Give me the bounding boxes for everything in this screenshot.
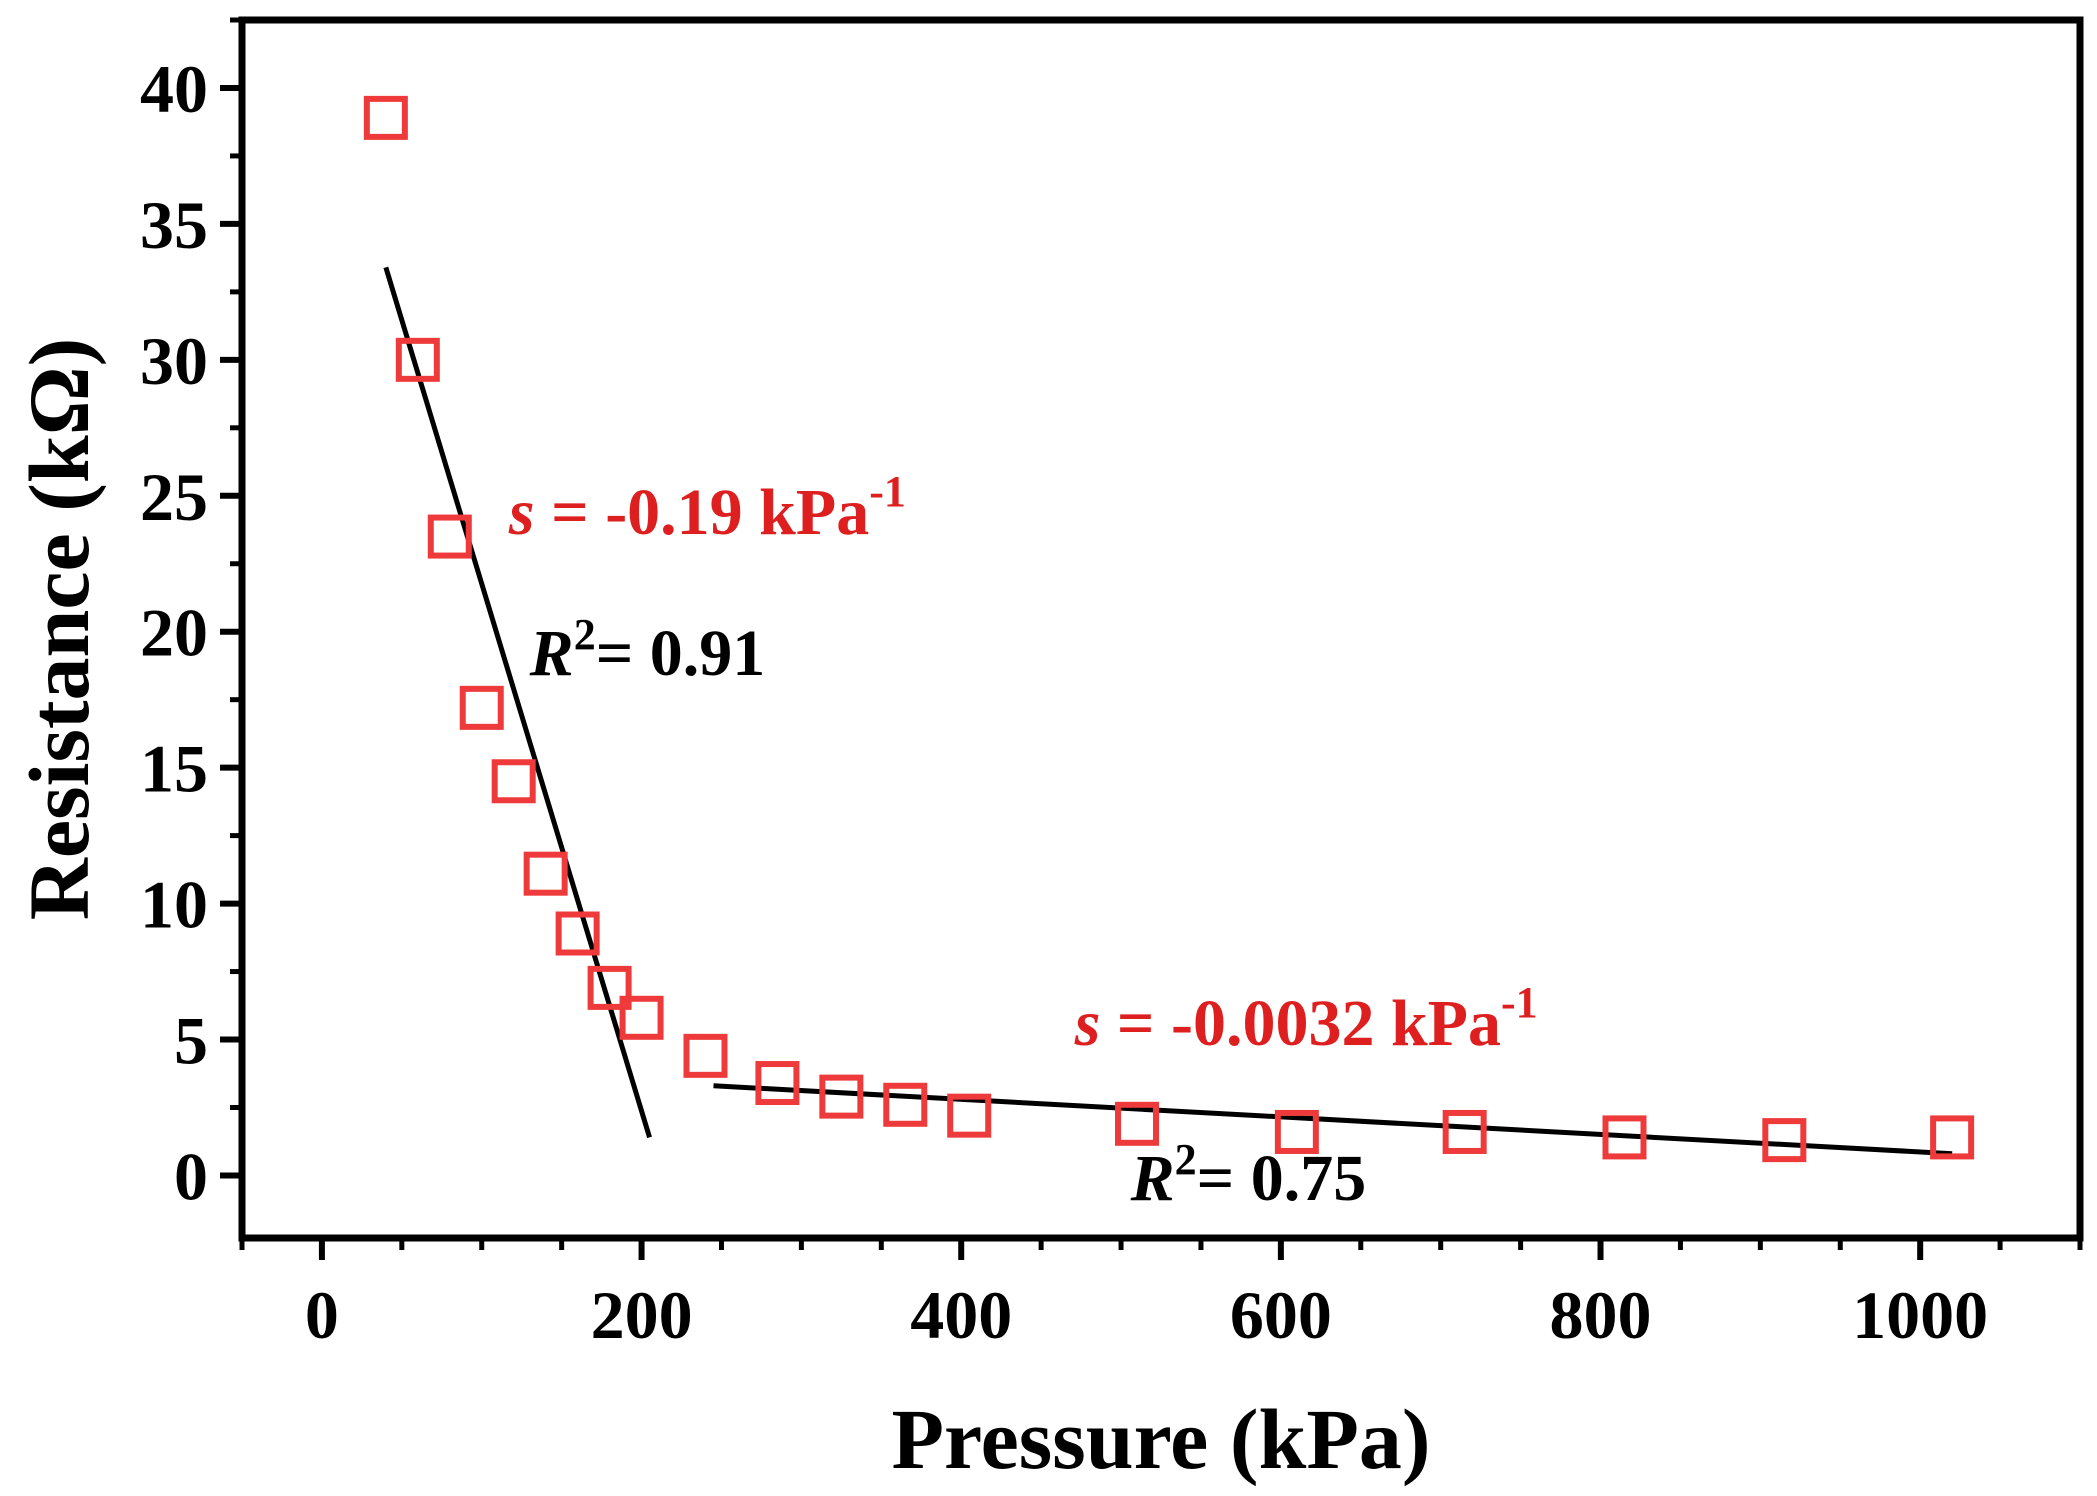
x-tick-label: 200 xyxy=(591,1277,693,1353)
x-tick-label: 1000 xyxy=(1852,1277,1988,1353)
data-point xyxy=(1762,1118,1807,1163)
fit-lines xyxy=(383,266,1953,1157)
plot-frame xyxy=(238,16,2084,1242)
annotation-slope2: s = -0.0032 kPa-1 xyxy=(1074,978,1538,1060)
annotation-r2b: R2= 0.75 xyxy=(1130,1135,1367,1215)
data-point xyxy=(427,514,472,559)
data-point xyxy=(883,1082,928,1127)
data-point xyxy=(555,911,600,956)
y-axis-title: Resistance (kΩ) xyxy=(11,338,107,920)
data-point xyxy=(491,759,536,804)
data-point xyxy=(459,685,504,730)
x-tick-label: 600 xyxy=(1230,1277,1332,1353)
y-tick-label: 35 xyxy=(140,187,208,263)
data-point xyxy=(523,851,568,896)
annotations: s = -0.19 kPa-1 R2= 0.91 s = -0.0032 kPa-1… xyxy=(508,467,1538,1215)
y-tick-label: 25 xyxy=(140,459,208,535)
annotation-r2a: R2= 0.91 xyxy=(529,610,766,690)
data-point xyxy=(819,1074,864,1119)
data-point xyxy=(619,995,664,1040)
data-point xyxy=(1602,1115,1647,1160)
y-tick-label: 15 xyxy=(140,731,208,807)
x-tick-label: 400 xyxy=(910,1277,1012,1353)
data-point xyxy=(363,95,408,140)
x-tick-label: 800 xyxy=(1550,1277,1652,1353)
data-point xyxy=(1442,1109,1487,1154)
y-tick-label: 30 xyxy=(140,323,208,399)
x-tick-label: 0 xyxy=(305,1277,339,1353)
y-tick-label: 10 xyxy=(140,867,208,943)
y-tick-label: 5 xyxy=(174,1003,208,1079)
data-point xyxy=(1115,1101,1160,1146)
fit-low-pressure xyxy=(383,266,652,1139)
data-point xyxy=(755,1061,800,1106)
fit-high-pressure xyxy=(713,1083,1953,1157)
y-tick-label: 0 xyxy=(174,1138,208,1214)
data-point xyxy=(1274,1109,1319,1154)
data-point xyxy=(395,337,440,382)
ticks-layer: 0 200 400 600 800 1000 0 5 10 15 20 25 30 35 40 xyxy=(140,17,2083,1353)
data-point xyxy=(683,1033,728,1078)
x-axis-title: Pressure (kPa) xyxy=(891,1391,1430,1487)
data-points xyxy=(363,95,1975,1163)
y-tick-label: 20 xyxy=(140,595,208,671)
data-point xyxy=(1930,1115,1975,1160)
y-tick-label: 40 xyxy=(140,51,208,127)
data-point xyxy=(947,1093,992,1138)
data-point xyxy=(587,965,632,1010)
annotation-slope1: s = -0.19 kPa-1 xyxy=(508,467,906,549)
